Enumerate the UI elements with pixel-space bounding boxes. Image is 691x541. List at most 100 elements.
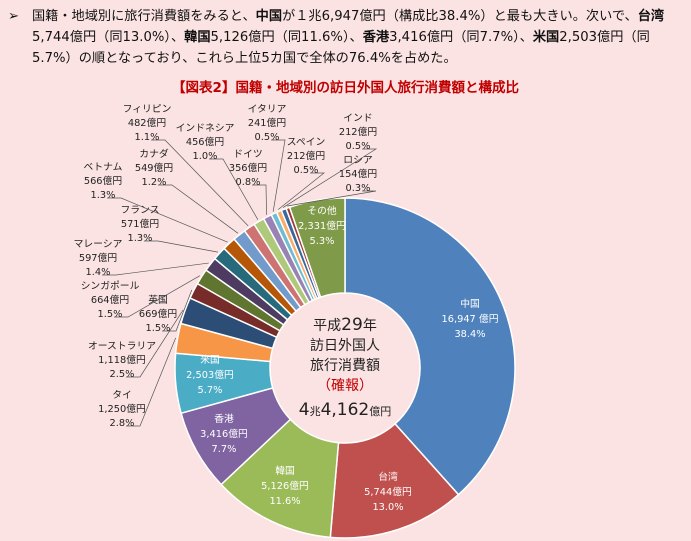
slice-label-フィリピン-1: 482億円: [128, 116, 166, 129]
slice-label-ベトナム-2: 1.3%: [91, 190, 116, 201]
bullet-arrow-icon: ➢: [8, 9, 20, 24]
slice-label-ドイツ-0: ドイツ: [233, 149, 262, 160]
chart-labels: 中国 16,947 億円 38.4% 台湾 5,744億円 13.0% 韓国 5,126億円 1…: [74, 103, 499, 513]
slice-label-イタリア-0: イタリア: [248, 103, 287, 115]
slice-label-米国-2: 5.7%: [198, 385, 223, 396]
intro-bold-taiwan: 台湾: [637, 9, 665, 24]
slice-label-フランス-0: フランス: [121, 204, 160, 216]
leader-line-シンガポール: [114, 275, 201, 318]
slice-label-フランス-1: 571億円: [121, 217, 159, 230]
slice-label-オーストラリア-2: 2.5%: [110, 369, 135, 380]
leader-line-英国: [162, 289, 193, 332]
center-total: 4兆4,162億円: [299, 400, 392, 420]
intro-bold-korea: 韓国: [184, 30, 211, 45]
slice-label-カナダ-0: カナダ: [139, 147, 169, 160]
slice-label-マレーシア-0: マレーシア: [74, 239, 123, 250]
chart-slices: [174, 197, 516, 539]
slice-label-台湾-2: 13.0%: [372, 502, 403, 513]
slice-label-韓国-2: 11.6%: [269, 496, 300, 507]
slice-label-香港-0: 香港: [214, 413, 234, 425]
leader-line-タイ: [126, 337, 176, 427]
slice-label-その他-0: その他: [307, 204, 337, 217]
slice-label-英国-2: 1.5%: [146, 323, 171, 334]
center-line-3: 旅行消費額: [310, 358, 380, 374]
slice-label-フィリピン-2: 1.1%: [135, 132, 160, 143]
intro-part-2: が１兆6,947億円（構成比38.4%）と最も大きい。次いで、: [282, 9, 638, 24]
slice-label-ドイツ-1: 356億円: [229, 161, 267, 174]
slice-label-カナダ-2: 1.2%: [142, 177, 167, 188]
leader-line-フランス: [144, 240, 218, 253]
leader-line-スペイン: [277, 172, 326, 210]
chart-center-text: 平成29年 訪日外国人 旅行消費額 （確報） 4兆4,162億円: [299, 315, 392, 420]
slice-label-シンガポール-0: シンガポール: [81, 280, 140, 292]
slice-label-ロシア-1: 154億円: [339, 167, 377, 180]
leader-line-インドネシア: [209, 158, 259, 220]
leader-line-マレーシア: [102, 262, 209, 276]
slice-label-ベトナム-1: 566億円: [84, 174, 122, 187]
slice-label-シンガポール-1: 664億円: [91, 293, 129, 306]
leader-line-ドイツ: [252, 184, 267, 215]
slice-label-中国-1: 16,947 億円: [442, 312, 499, 325]
slice-label-ロシア-2: 0.3%: [346, 183, 371, 194]
center-line-2: 訪日外国人: [310, 338, 380, 354]
slice-label-マレーシア-2: 1.4%: [86, 267, 111, 278]
center-year: 平成29年: [313, 315, 377, 335]
intro-bold-china: 中国: [255, 9, 283, 24]
leader-line-ベトナム: [107, 197, 228, 243]
leader-line-イタリア: [271, 139, 286, 212]
slice-label-台湾-0: 台湾: [378, 470, 398, 483]
intro-part-6: 2,503億円（同5.7%）の順となっており、これら上位5カ国で全体の76.4%…: [32, 30, 650, 66]
slice-label-その他-2: 5.3%: [310, 236, 335, 247]
slice-label-フィリピン-0: フィリピン: [123, 103, 172, 115]
intro-part-5: 3,416億円（同7.7%）、: [389, 30, 533, 45]
slice-label-中国-2: 38.4%: [454, 329, 485, 340]
intro-bold-usa: 米国: [532, 30, 560, 45]
slice-label-韓国-1: 5,126億円: [261, 479, 309, 492]
slice-label-ドイツ-2: 0.8%: [236, 177, 261, 188]
slice-label-英国-1: 669億円: [139, 307, 177, 320]
slice-label-スペイン-1: 212億円: [287, 149, 325, 162]
slice-label-イタリア-1: 241億円: [248, 116, 286, 129]
slice-label-タイ-1: 1,250億円: [98, 402, 146, 415]
leader-line-フィリピン: [151, 139, 249, 227]
slice-label-マレーシア-1: 597億円: [79, 251, 117, 264]
slice-label-シンガポール-2: 1.5%: [98, 309, 123, 320]
intro-paragraph: ➢ 国籍・地域別に旅行消費額をみると、中国が１兆6,947億円（構成比38.4%…: [8, 6, 684, 69]
slice-label-イタリア-2: 0.5%: [255, 132, 280, 143]
slice-label-タイ-2: 2.8%: [110, 418, 135, 429]
slice-label-インドネシア-2: 1.0%: [193, 151, 218, 162]
slice-label-インド-0: インド: [343, 113, 372, 124]
slice-label-カナダ-1: 549億円: [135, 161, 173, 174]
slice-label-韓国-0: 韓国: [275, 465, 295, 477]
slice-label-インドネシア-0: インドネシア: [176, 122, 235, 134]
slice-label-スペイン-0: スペイン: [287, 137, 326, 148]
slice-label-米国-0: 米国: [200, 353, 220, 366]
intro-text: 国籍・地域別に旅行消費額をみると、中国が１兆6,947億円（構成比38.4%）と…: [32, 6, 684, 69]
slice-label-オーストラリア-0: オーストラリア: [88, 340, 156, 352]
intro-bold-hongkong: 香港: [362, 30, 390, 45]
intro-part-4: 5,126億円（同11.6%）、: [210, 30, 363, 45]
slice-label-台湾-1: 5,744億円: [364, 485, 412, 498]
slice-label-スペイン-2: 0.5%: [294, 165, 319, 176]
figure-title: 【図表2】国籍・地域別の訪日外国人旅行消費額と構成比: [172, 80, 519, 96]
slice-label-その他-1: 2,331億円: [298, 219, 346, 232]
slice-label-ベトナム-0: ベトナム: [84, 161, 123, 173]
center-line-4: （確報）: [317, 378, 373, 394]
slice-label-タイ-0: タイ: [112, 389, 132, 401]
leader-line-オーストラリア: [126, 309, 184, 378]
slice-label-香港-2: 7.7%: [212, 444, 237, 455]
slice-label-ロシア-0: ロシア: [343, 155, 373, 166]
leader-line-ロシア: [287, 190, 377, 207]
slice-label-中国-0: 中国: [460, 297, 480, 310]
slice-label-インド-1: 212億円: [339, 125, 377, 138]
intro-part-1: 国籍・地域別に旅行消費額をみると、: [32, 9, 256, 24]
slice-label-香港-1: 3,416億円: [200, 427, 248, 440]
slice-label-インド-2: 0.5%: [346, 141, 371, 152]
slice-label-インドネシア-1: 456億円: [186, 135, 224, 148]
slice-中国: [344, 197, 516, 496]
intro-part-3: 5,744億円（同13.0%）、: [32, 30, 185, 45]
leader-line-インド: [282, 148, 378, 208]
slice-label-オーストラリア-1: 1,118億円: [98, 353, 146, 366]
slice-label-フランス-2: 1.3%: [128, 233, 153, 244]
